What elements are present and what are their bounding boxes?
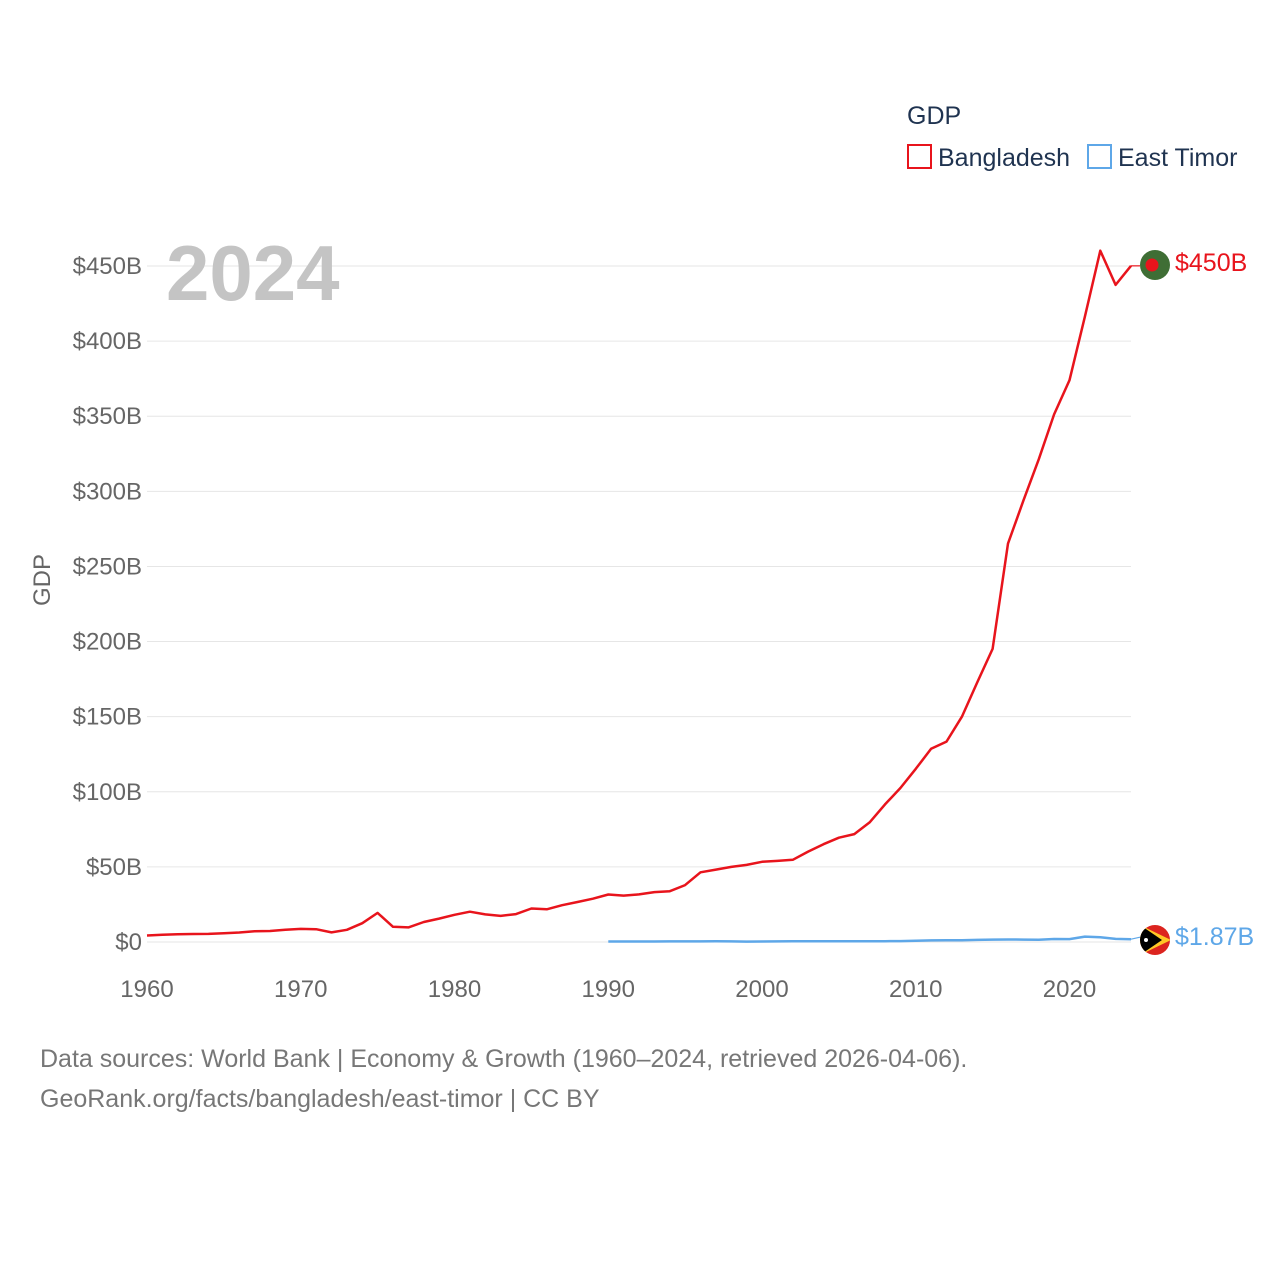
legend-swatch-bangladesh[interactable]	[907, 144, 932, 169]
x-tick-label: 2020	[1043, 976, 1096, 1003]
x-axis: 1960 1970 1980 1990 2000 2010 2020	[120, 976, 1096, 1003]
y-tick-label: $0	[115, 929, 142, 956]
y-axis-label: GDP	[29, 554, 56, 606]
y-tick-label: $350B	[73, 403, 142, 430]
x-tick-label: 2000	[735, 976, 788, 1003]
series-line-bangladesh[interactable]	[146, 249, 1132, 937]
east-timor-flag-icon	[1140, 925, 1170, 955]
end-label-east-timor: $1.87B	[1175, 923, 1254, 951]
x-tick-label: 1980	[428, 976, 481, 1003]
series-line-east-timor[interactable]	[608, 935, 1132, 943]
legend-title: GDP	[907, 102, 961, 130]
series-lines	[146, 249, 1141, 943]
y-tick-label: $200B	[73, 629, 142, 656]
y-tick-label: $100B	[73, 779, 142, 806]
x-tick-label: 2010	[889, 976, 942, 1003]
y-tick-label: $400B	[73, 328, 142, 355]
y-tick-label: $450B	[73, 253, 142, 280]
end-label-bangladesh: $450B	[1175, 249, 1247, 277]
bangladesh-flag-icon	[1140, 250, 1170, 280]
y-tick-label: $50B	[86, 854, 142, 881]
x-tick-label: 1970	[274, 976, 327, 1003]
y-tick-label: $300B	[73, 478, 142, 505]
x-tick-label: 1960	[120, 976, 173, 1003]
legend: GDP Bangladesh East Timor	[907, 102, 1237, 172]
y-tick-label: $150B	[73, 704, 142, 731]
x-tick-label: 1990	[582, 976, 635, 1003]
year-label: 2024	[166, 229, 340, 317]
legend-label-east-timor[interactable]: East Timor	[1118, 144, 1237, 172]
footer-credit[interactable]: GeoRank.org/facts/bangladesh/east-timor …	[40, 1085, 600, 1113]
connector-east-timor	[1130, 936, 1141, 940]
footer-sources: Data sources: World Bank | Economy & Gro…	[40, 1045, 968, 1073]
legend-swatch-east-timor[interactable]	[1087, 144, 1112, 169]
gridlines	[147, 265, 1131, 943]
y-tick-label: $250B	[73, 553, 142, 580]
y-axis: $0 $50B $100B $150B $200B $250B $300B $350B $400…	[73, 253, 142, 956]
legend-label-bangladesh[interactable]: Bangladesh	[938, 144, 1070, 172]
